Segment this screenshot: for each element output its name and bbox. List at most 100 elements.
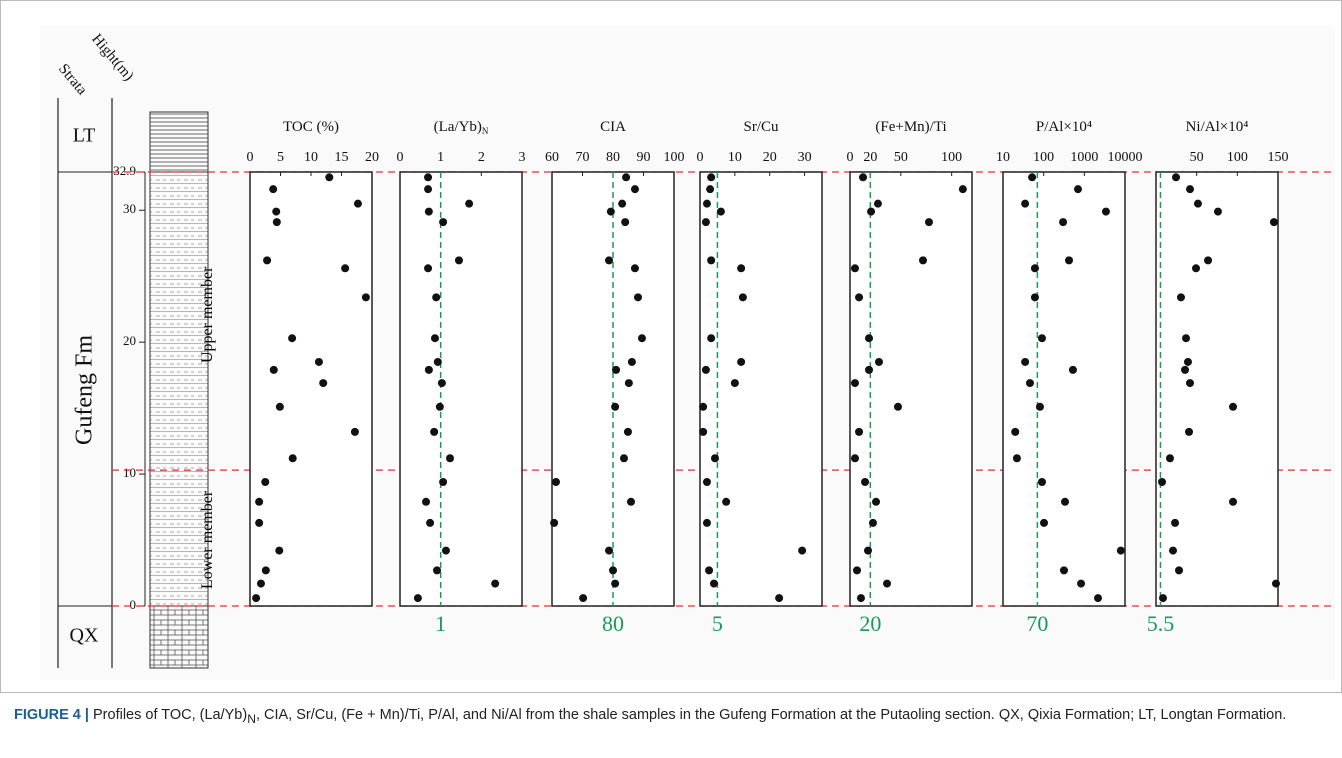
data-point xyxy=(703,519,711,527)
panel-title-text: Ni/Al×10⁴ xyxy=(1186,119,1249,135)
member-label: Lower member xyxy=(200,480,215,600)
data-point xyxy=(959,185,967,193)
data-point xyxy=(1021,200,1029,208)
threshold-label: 70 xyxy=(1026,611,1048,636)
data-point xyxy=(634,293,642,301)
data-point xyxy=(579,594,587,602)
panel-title-text: CIA xyxy=(600,119,626,135)
data-point xyxy=(1186,185,1194,193)
data-point xyxy=(853,566,861,574)
data-point xyxy=(919,256,927,264)
x-tick-label: 0 xyxy=(247,150,254,165)
member: Lower member xyxy=(200,480,230,600)
data-point xyxy=(611,403,619,411)
unit-label: Gufeng Fm xyxy=(72,335,98,445)
data-point xyxy=(431,334,439,342)
data-point xyxy=(775,594,783,602)
data-point xyxy=(739,293,747,301)
data-point xyxy=(1175,566,1183,574)
data-point xyxy=(1166,454,1174,462)
data-point xyxy=(1061,498,1069,506)
data-point xyxy=(699,428,707,436)
data-point xyxy=(707,256,715,264)
x-tick-label: 50 xyxy=(1190,150,1204,165)
data-point xyxy=(1272,580,1280,588)
unit-label: QX xyxy=(70,625,99,647)
data-point xyxy=(621,218,629,226)
x-tick-label: 20 xyxy=(863,150,877,165)
data-point xyxy=(1059,218,1067,226)
data-point xyxy=(1011,428,1019,436)
data-point xyxy=(255,519,263,527)
data-point xyxy=(1186,379,1194,387)
data-point xyxy=(319,379,327,387)
data-point xyxy=(1021,358,1029,366)
data-point xyxy=(631,185,639,193)
data-point xyxy=(414,594,422,602)
y-tick-label: 20 xyxy=(123,333,136,348)
data-point xyxy=(612,366,620,374)
threshold-label: 20 xyxy=(859,611,881,636)
data-point xyxy=(1040,519,1048,527)
data-point xyxy=(1038,334,1046,342)
x-tick-label: 100 xyxy=(664,150,685,165)
y-tick-label: 32.9 xyxy=(113,163,136,178)
x-tick-label: 10 xyxy=(996,150,1010,165)
data-point xyxy=(433,566,441,574)
x-tick-label: 60 xyxy=(545,150,559,165)
data-point xyxy=(851,264,859,272)
data-point xyxy=(605,256,613,264)
data-point xyxy=(446,454,454,462)
data-point xyxy=(869,519,877,527)
x-tick-label: 1 xyxy=(437,150,444,165)
data-point xyxy=(609,566,617,574)
data-point xyxy=(851,454,859,462)
data-point xyxy=(1028,173,1036,181)
data-point xyxy=(442,547,450,555)
data-point xyxy=(257,580,265,588)
data-point xyxy=(855,428,863,436)
data-point xyxy=(263,256,271,264)
data-point xyxy=(455,256,463,264)
caption-text: Profiles of TOC, (La/Yb) xyxy=(93,707,247,723)
data-point xyxy=(1031,293,1039,301)
data-point xyxy=(607,208,615,216)
data-point xyxy=(859,173,867,181)
caption-text: , CIA, Sr/Cu, (Fe + Mn)/Ti, P/Al, and Ni… xyxy=(256,707,1286,723)
y-tick-label: 10 xyxy=(123,465,136,480)
data-point xyxy=(722,498,730,506)
data-point xyxy=(737,358,745,366)
data-point xyxy=(424,185,432,193)
data-point xyxy=(702,218,710,226)
data-point xyxy=(625,379,633,387)
x-tick-label: 100 xyxy=(941,150,962,165)
lithology-limestone xyxy=(150,606,208,668)
data-point xyxy=(1172,173,1180,181)
threshold-label: 1 xyxy=(435,611,446,636)
data-point xyxy=(1094,594,1102,602)
data-point xyxy=(702,366,710,374)
panel-title: P/Al×10⁴ xyxy=(1036,119,1092,135)
data-point xyxy=(861,478,869,486)
x-tick-label: 20 xyxy=(365,150,379,165)
caption-label: FIGURE 4 | xyxy=(14,707,89,723)
data-point xyxy=(1229,403,1237,411)
data-point xyxy=(434,358,442,366)
data-point xyxy=(422,498,430,506)
panel-title-text: Sr/Cu xyxy=(743,119,779,135)
data-point xyxy=(1214,208,1222,216)
data-point xyxy=(325,173,333,181)
data-point xyxy=(261,478,269,486)
x-tick-label: 15 xyxy=(335,150,349,165)
data-point xyxy=(894,403,902,411)
data-point xyxy=(1013,454,1021,462)
x-tick-label: 50 xyxy=(894,150,908,165)
data-point xyxy=(703,478,711,486)
caption-sub: N xyxy=(247,712,256,726)
y-tick-label: 0 xyxy=(130,597,137,612)
panel-frame xyxy=(850,172,972,606)
data-point xyxy=(1270,218,1278,226)
data-point xyxy=(707,173,715,181)
data-point xyxy=(631,264,639,272)
data-point xyxy=(1192,264,1200,272)
